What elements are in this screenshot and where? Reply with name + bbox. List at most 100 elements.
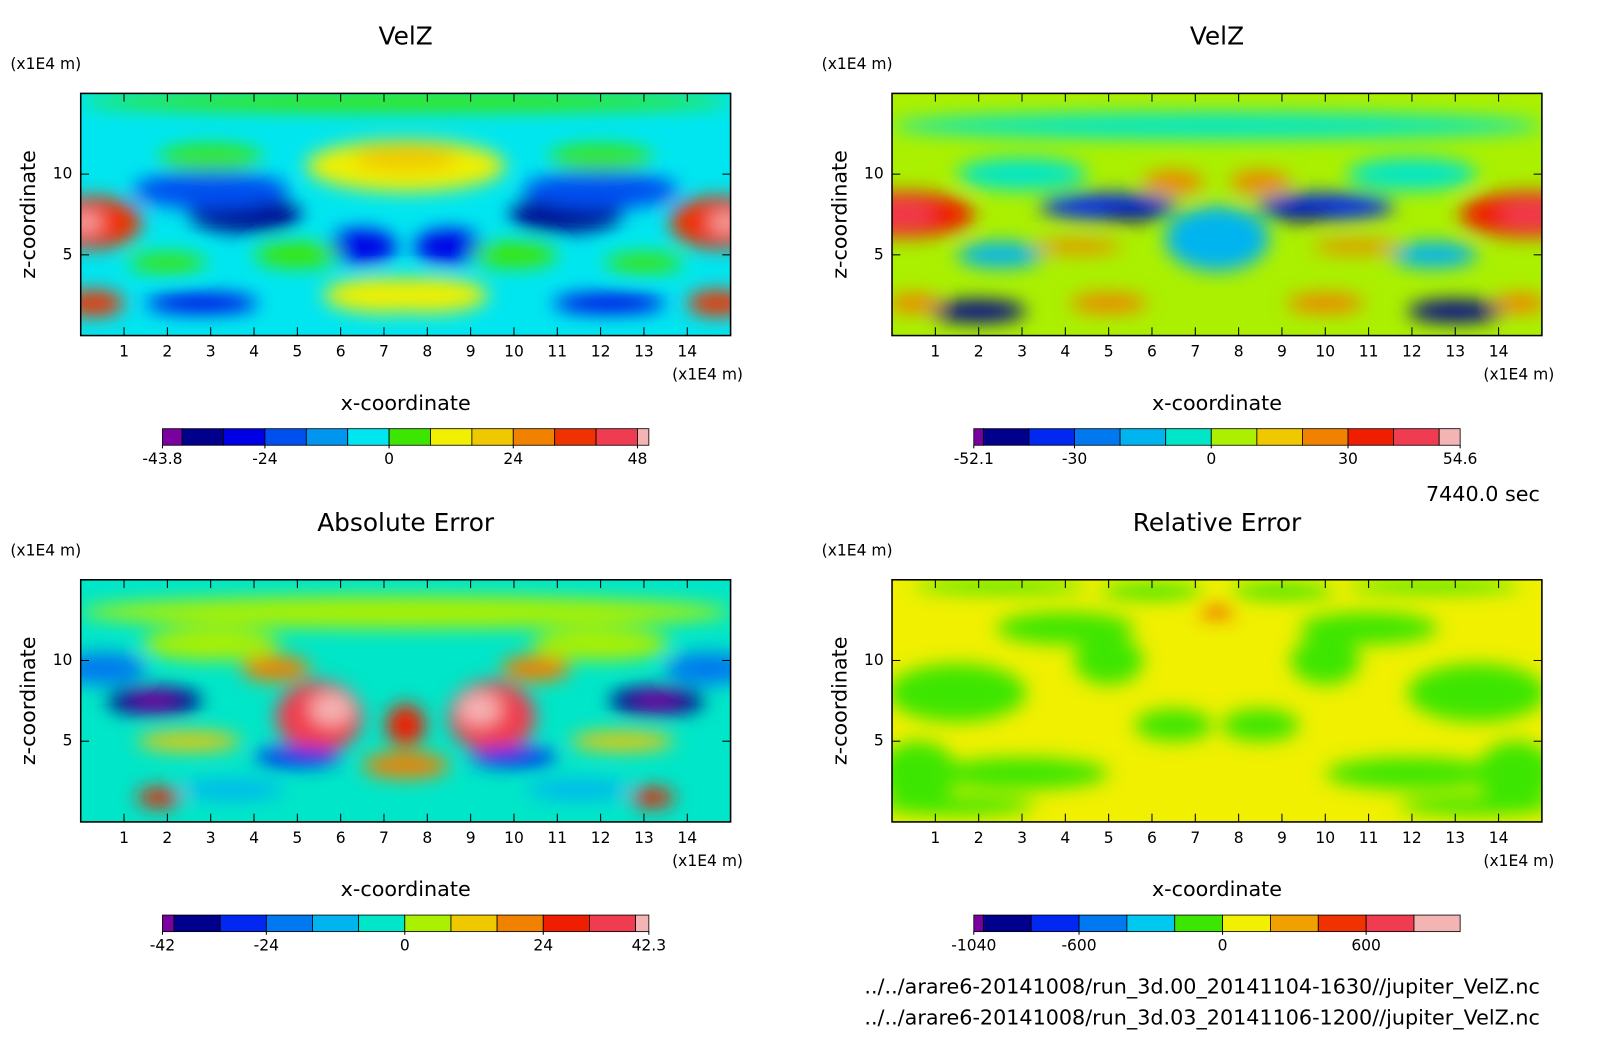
x-tick-label: 10 (504, 829, 524, 847)
x-tick-label: 4 (1060, 343, 1070, 361)
field-blob (132, 692, 177, 709)
colorbar-tick-label: 0 (384, 450, 394, 468)
colorbar-box (1078, 914, 1128, 933)
x-tick-label: 14 (1489, 829, 1509, 847)
field (80, 579, 731, 822)
field-blob (892, 201, 936, 228)
x-tick-label: 3 (206, 829, 216, 847)
colorbar-box (595, 428, 638, 446)
x-tick-label: 2 (974, 343, 984, 361)
x-tick-label: 5 (292, 829, 302, 847)
y-tick-label: 10 (864, 165, 884, 183)
field-blob (548, 145, 653, 171)
field-blob (158, 145, 263, 171)
colorbar-box (1393, 428, 1440, 446)
x-tick-label: 2 (974, 829, 984, 847)
colorbar-box (181, 428, 224, 446)
field-blob (1346, 579, 1521, 593)
field-blob (1229, 170, 1291, 194)
field-blob (892, 741, 958, 806)
field-blob (327, 229, 397, 265)
field-blob (180, 779, 285, 800)
x-tick-label: 10 (504, 343, 524, 361)
colorbar-box (162, 914, 175, 933)
x-axis-label: x-coordinate (1152, 391, 1282, 415)
x-axis-label: x-coordinate (341, 391, 471, 415)
field-blob (80, 652, 146, 685)
field-blob (80, 196, 142, 249)
x-tick-label: 6 (1147, 829, 1157, 847)
field-blobs (892, 579, 1542, 816)
field-blob (935, 757, 1109, 790)
y-axis-label: z-coordinate (16, 150, 40, 279)
colorbar-box (1074, 428, 1121, 446)
x-tick-label: 5 (1104, 829, 1114, 847)
field-blob (892, 293, 940, 313)
field-blob (414, 229, 484, 265)
colorbar-box (1270, 914, 1319, 933)
colorbar-tick-label: -30 (1062, 450, 1087, 468)
colorbar-box (162, 428, 183, 446)
x-tick-label: 8 (1234, 343, 1244, 361)
colorbar-box (347, 428, 390, 446)
x-tick-label: 11 (1359, 343, 1379, 361)
field-blob (80, 595, 731, 629)
field-blob (1286, 293, 1365, 313)
field-blob (1164, 206, 1269, 271)
field-blob (137, 788, 181, 808)
plot-frame (79, 92, 732, 337)
field-blob (1069, 293, 1148, 313)
colorbar-box (589, 914, 636, 933)
field-blob (80, 93, 731, 112)
plot-frame (79, 579, 732, 823)
x-tick-label: 4 (249, 343, 259, 361)
panel-title: Absolute Error (317, 508, 495, 537)
panel-title: VelZ (379, 22, 433, 51)
colorbar-tick-label: -1040 (951, 937, 996, 955)
colorbar-box (496, 914, 544, 933)
field-blob (80, 290, 125, 317)
field-blob (128, 253, 207, 273)
colorbar-box (554, 428, 597, 446)
field-blob (1476, 741, 1542, 806)
colorbar-box (982, 914, 1032, 933)
field-blob (254, 747, 341, 768)
panel-title: VelZ (1190, 22, 1244, 51)
x-tick-label: 9 (1277, 343, 1287, 361)
colorbar-box (982, 428, 1030, 446)
x-tick-label: 3 (1017, 829, 1027, 847)
colorbar-tick-label: 24 (503, 450, 523, 468)
colorbar-box (388, 428, 431, 446)
colorbar-box (973, 428, 984, 446)
x-tick-label: 3 (1017, 343, 1027, 361)
x-tick-label: 13 (634, 829, 654, 847)
file-path: ../../arare6-20141008/run_3d.03_20141106… (864, 1006, 1539, 1031)
field-blob (552, 293, 666, 313)
colorbar-box (635, 914, 650, 933)
field-blob (708, 214, 731, 231)
x-tick-label: 3 (206, 343, 216, 361)
x-unit: (x1E4 m) (1483, 365, 1554, 383)
x-tick-label: 11 (547, 829, 567, 847)
field-blob (1346, 157, 1477, 191)
x-tick-label: 2 (162, 343, 172, 361)
colorbar-box (1302, 428, 1349, 446)
x-unit: (x1E4 m) (1483, 852, 1554, 870)
x-axis-label: x-coordinate (341, 877, 471, 901)
colorbar-box (223, 428, 266, 446)
field-blob (669, 196, 731, 249)
colorbar-box (264, 428, 307, 446)
colorbar-tick-label: 54.6 (1443, 450, 1478, 468)
colorbar-tick-label: -43.8 (142, 450, 182, 468)
field-blob (996, 612, 1135, 645)
y-unit: (x1E4 m) (822, 55, 893, 73)
colorbar-box (1413, 914, 1461, 933)
field (80, 93, 731, 336)
colorbar-box (1256, 428, 1303, 446)
x-tick-label: 11 (1359, 829, 1379, 847)
colorbar-box (305, 428, 349, 446)
x-axis-label: x-coordinate (1152, 877, 1282, 901)
plot-frame (891, 92, 1543, 337)
x-tick-label: 4 (249, 829, 259, 847)
